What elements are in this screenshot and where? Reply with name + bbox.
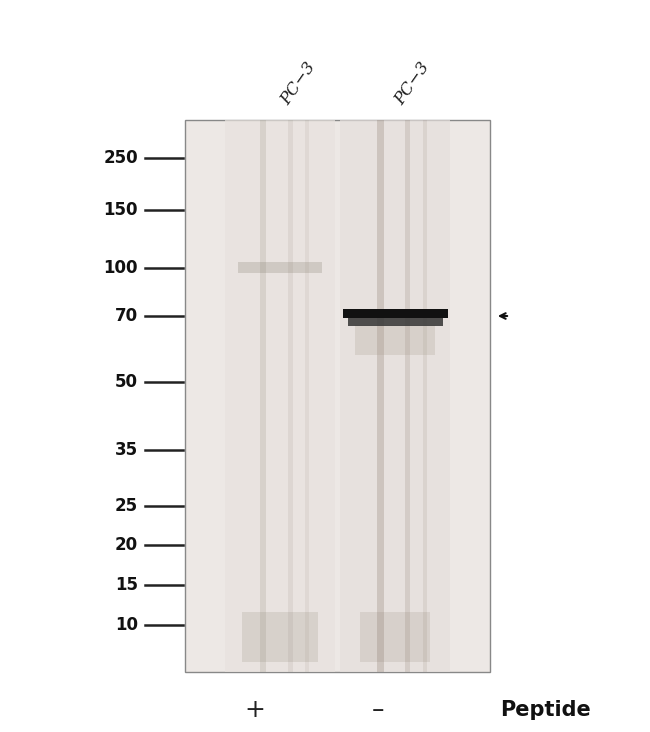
Bar (423, 120, 427, 672)
Text: PC−3: PC−3 (278, 59, 320, 108)
Text: 100: 100 (103, 259, 138, 277)
Bar (238, 262, 322, 273)
Bar (348, 318, 443, 326)
Bar (360, 612, 430, 662)
Text: 10: 10 (115, 616, 138, 634)
Bar (355, 325, 435, 355)
Text: 70: 70 (115, 307, 138, 325)
Text: Peptide: Peptide (500, 700, 590, 720)
Bar (377, 120, 384, 672)
Text: 150: 150 (103, 201, 138, 219)
Bar (305, 120, 309, 672)
Text: 250: 250 (103, 149, 138, 167)
Text: –: – (372, 698, 384, 722)
Bar (343, 309, 448, 318)
Text: 50: 50 (115, 373, 138, 391)
Bar (260, 120, 266, 672)
Text: PC−3: PC−3 (392, 59, 434, 108)
Text: 20: 20 (115, 536, 138, 554)
Text: 35: 35 (115, 441, 138, 459)
Bar (185, 120, 490, 672)
Bar (225, 120, 335, 672)
Bar (288, 120, 293, 672)
Bar (242, 612, 318, 662)
Bar (405, 120, 410, 672)
Text: +: + (244, 698, 265, 722)
Bar (340, 120, 450, 672)
Text: 15: 15 (115, 576, 138, 594)
Text: 25: 25 (115, 497, 138, 515)
